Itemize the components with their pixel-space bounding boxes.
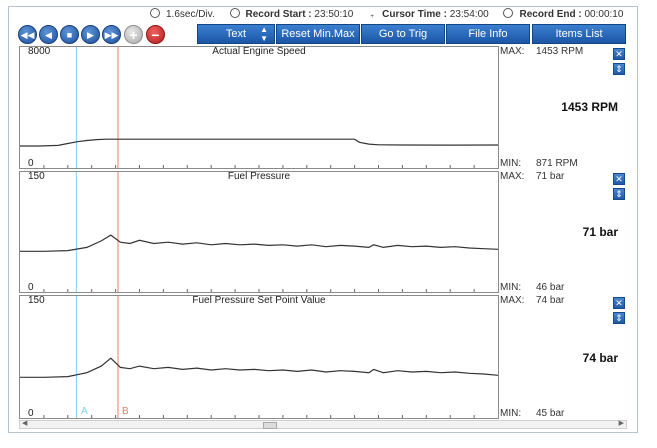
time-div-info: 1.6sec/Div.: [150, 8, 221, 20]
fuel-pressure-set-point-plot[interactable]: 150 Fuel Pressure Set Point Value 0 A B: [19, 295, 499, 419]
close-icon[interactable]: ✕: [613, 297, 625, 309]
record-start-info: Record Start : 23:50:10: [229, 8, 360, 20]
y-max-label: 150: [28, 295, 45, 306]
cursor-b-label: B: [122, 406, 129, 417]
reset-min-max-label: Reset Min.Max: [281, 28, 355, 40]
min-value: 46 bar: [536, 282, 565, 293]
max-value: 1453 RPM: [536, 46, 584, 57]
fuel-pressure-set-point-info: MAX: 74 bar 74 bar MIN: 45 bar: [500, 295, 618, 419]
min-label: MIN:: [500, 158, 522, 169]
toolbar: ◀◀ ◀ ■ ▶ ▶▶ + − Text ▲ ▼ Reset Min.Max Go …: [18, 24, 630, 46]
y-min-label: 0: [28, 158, 34, 169]
record-end-info: Record End : 00:00:10: [503, 8, 629, 20]
cursor-time-value: 23:54:00: [449, 9, 489, 20]
fuel-pressure-set-point-chart: [20, 296, 498, 418]
cursor-time-info: + Cursor Time : 23:54:00: [368, 9, 495, 20]
move-icon[interactable]: ⇕: [613, 188, 625, 200]
engine-speed-plot[interactable]: 8000 Actual Engine Speed 0: [19, 46, 499, 169]
min-label: MIN:: [500, 408, 522, 419]
time-div-icon: [150, 8, 160, 18]
file-info-label: File Info: [468, 28, 508, 40]
plot-title: Actual Engine Speed: [212, 46, 306, 57]
cursor-a-label: A: [81, 406, 88, 417]
y-min-label: 0: [28, 408, 34, 419]
record-end-label: Record End :: [519, 9, 582, 20]
scroll-right-icon[interactable]: ▶: [618, 420, 624, 427]
current-value: 1453 RPM: [561, 100, 618, 114]
close-icon[interactable]: ✕: [613, 48, 625, 60]
rewind-button[interactable]: ◀◀: [18, 25, 37, 44]
reset-min-max-button[interactable]: Reset Min.Max: [276, 24, 360, 44]
y-max-label: 150: [28, 171, 45, 182]
text-dropdown[interactable]: Text ▲ ▼: [197, 24, 275, 44]
scroll-thumb[interactable]: [263, 422, 277, 429]
max-value: 74 bar: [536, 295, 565, 306]
time-div-value: 1.6sec/Div.: [166, 9, 215, 20]
series-line: [20, 357, 498, 378]
plot-title: Fuel Pressure Set Point Value: [192, 295, 326, 306]
zoom-out-button[interactable]: −: [146, 25, 165, 44]
engine-speed-info: MAX: 1453 RPM 1453 RPM MIN: 871 RPM: [500, 46, 618, 169]
stop-button[interactable]: ■: [60, 25, 79, 44]
items-list-button[interactable]: Items List: [532, 24, 626, 44]
record-start-label: Record Start :: [245, 9, 312, 20]
file-info-button[interactable]: File Info: [446, 24, 530, 44]
text-dropdown-label: Text: [225, 28, 247, 40]
horizontal-scrollbar[interactable]: ◀ ▶: [19, 420, 627, 429]
max-value: 71 bar: [536, 171, 565, 182]
fast-forward-button[interactable]: ▶▶: [102, 25, 121, 44]
items-list-label: Items List: [555, 28, 603, 40]
current-value: 71 bar: [582, 225, 618, 239]
series-line: [20, 138, 498, 147]
min-value: 871 RPM: [536, 158, 578, 169]
go-to-trig-button[interactable]: Go to Trig: [361, 24, 445, 44]
plot-title: Fuel Pressure: [227, 171, 291, 182]
fuel-pressure-chart: [20, 172, 498, 292]
zoom-in-button[interactable]: +: [124, 25, 143, 44]
move-icon[interactable]: ⇕: [613, 312, 625, 324]
min-label: MIN:: [500, 282, 522, 293]
max-label: MAX:: [500, 46, 525, 57]
min-value: 45 bar: [536, 408, 565, 419]
status-bar: 1.6sec/Div. Record Start : 23:50:10 + Cur…: [150, 8, 635, 21]
fuel-pressure-info: MAX: 71 bar 71 bar MIN: 46 bar: [500, 171, 618, 293]
record-start-value: 23:50:10: [314, 9, 354, 20]
fuel-pressure-plot[interactable]: 150 Fuel Pressure 0: [19, 171, 499, 293]
scroll-left-icon[interactable]: ◀: [22, 420, 28, 427]
move-icon[interactable]: ⇕: [613, 63, 625, 75]
engine-speed-chart: [20, 47, 498, 168]
clock-icon: [503, 8, 514, 18]
y-max-label: 8000: [28, 46, 51, 57]
step-forward-button[interactable]: ▶: [81, 25, 100, 44]
crosshair-icon: +: [370, 14, 374, 20]
current-value: 74 bar: [582, 351, 618, 365]
close-icon[interactable]: ✕: [613, 173, 625, 185]
max-label: MAX:: [500, 295, 525, 306]
y-min-label: 0: [28, 282, 34, 293]
series-line: [20, 234, 498, 252]
cursor-time-label: Cursor Time :: [382, 9, 447, 20]
updown-icon: ▲ ▼: [260, 25, 268, 43]
max-label: MAX:: [500, 171, 525, 182]
record-end-value: 00:00:10: [584, 9, 624, 20]
clock-icon: [229, 8, 240, 18]
go-to-trig-label: Go to Trig: [378, 28, 428, 40]
step-back-button[interactable]: ◀: [39, 25, 58, 44]
